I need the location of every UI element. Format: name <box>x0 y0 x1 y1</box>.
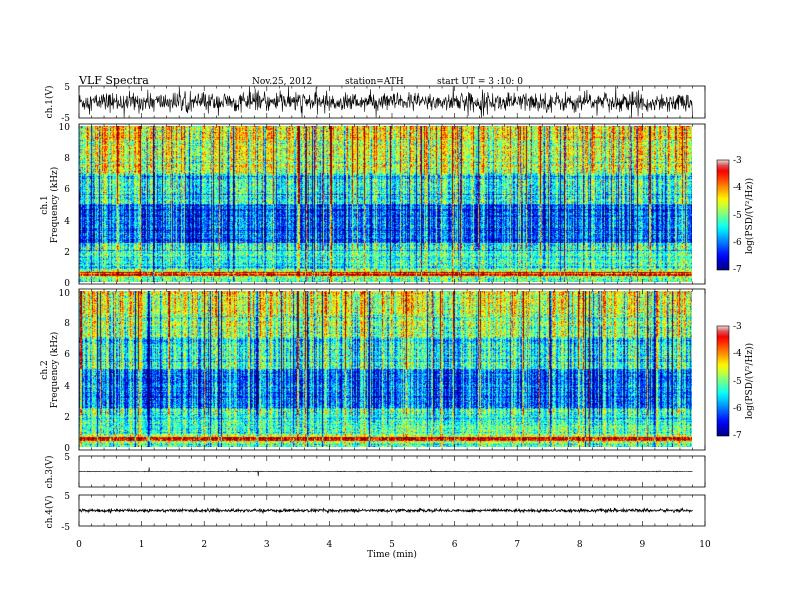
figure-title: VLF Spectra <box>78 74 149 87</box>
ch1-spec-ylabel-frequency: Frequency (kHz) <box>49 167 60 244</box>
ch1-wave-tick-top: 5 <box>64 83 70 93</box>
x-tick-label-0: 0 <box>76 540 82 550</box>
cbar1-label: log(PSD/(V²/Hz)) <box>744 178 755 254</box>
colorbar-ch2-gradient <box>716 325 730 437</box>
cbar2-tick-m3: -3 <box>733 322 742 332</box>
ch2-spec-ylabel-frequency: Frequency (kHz) <box>49 332 60 409</box>
station-label: station=ATH <box>345 77 404 87</box>
ch1-freq-tick-4: 4 <box>64 217 70 227</box>
ch2-freq-tick-10: 10 <box>59 289 71 299</box>
x-tick-label-5: 5 <box>389 540 395 550</box>
ch1-spectrogram-image <box>79 126 692 282</box>
ch4-wave-tick-bottom: -5 <box>61 523 70 533</box>
cbar1-tick-m6: -6 <box>733 238 742 248</box>
cbar1-tick-m7: -7 <box>733 265 742 275</box>
ch4-wave-ylabel: ch.4(V) <box>44 496 55 529</box>
ch1-freq-tick-10: 10 <box>59 123 71 133</box>
cbar1-tick-m3: -3 <box>733 156 742 166</box>
cbar1-tick-m5: -5 <box>733 211 742 221</box>
panel-ch4-waveform: 5 -5 ch.4(V) <box>44 492 706 533</box>
ch1-wave-ylabel: ch.1(V) <box>44 86 55 119</box>
ch1-freq-tick-0: 0 <box>64 279 70 289</box>
ch2-freq-tick-2: 2 <box>64 413 70 423</box>
ch1-freq-tick-8: 8 <box>64 154 70 164</box>
colorbar-ch2: -3 -4 -5 -6 -7 log(PSD/(V²/Hz)) <box>716 322 755 441</box>
x-tick-label-4: 4 <box>327 540 333 550</box>
ch1-freq-tick-2: 2 <box>64 248 70 258</box>
ch4-waveform-line <box>78 507 693 515</box>
ch2-freq-tick-6: 6 <box>64 350 70 360</box>
ch2-spectrogram-image <box>79 291 692 447</box>
cbar1-tick-m4: -4 <box>733 183 742 193</box>
x-axis-ticks <box>78 86 706 526</box>
ch1-freq-tick-6: 6 <box>64 185 70 195</box>
cbar2-tick-m6: -6 <box>733 404 742 414</box>
x-axis-tick-labels: 0 1 2 3 4 5 6 7 8 9 10 <box>76 540 711 550</box>
panel-ch1-waveform: 5 -5 ch.1(V) <box>44 83 706 124</box>
ch3-wave-tick-top: 5 <box>64 453 70 463</box>
x-tick-label-9: 9 <box>640 540 646 550</box>
cbar2-tick-m5: -5 <box>733 377 742 387</box>
x-tick-label-1: 1 <box>139 540 145 550</box>
ch1-waveform-line <box>78 86 693 118</box>
ch1-spec-ylabel-channel: ch.1 <box>40 195 50 214</box>
ch3-wave-ylabel: ch.3(V) <box>44 456 55 489</box>
x-tick-label-6: 6 <box>452 540 458 550</box>
x-tick-label-7: 7 <box>514 540 520 550</box>
cbar2-tick-m7: -7 <box>733 431 742 441</box>
x-tick-label-10: 10 <box>699 540 711 550</box>
date-label: Nov.25, 2012 <box>252 77 312 87</box>
colorbar-ch1: -3 -4 -5 -6 -7 log(PSD/(V²/Hz)) <box>716 156 755 275</box>
ch2-freq-tick-0: 0 <box>64 444 70 454</box>
x-tick-label-3: 3 <box>264 540 270 550</box>
ch2-freq-tick-8: 8 <box>64 319 70 329</box>
x-tick-label-2: 2 <box>201 540 207 550</box>
ch4-wave-tick-top: 5 <box>64 492 70 502</box>
x-axis-label: Time (min) <box>367 549 417 560</box>
ch2-spec-ylabel-channel: ch.2 <box>40 360 50 379</box>
x-tick-label-8: 8 <box>577 540 583 550</box>
panel-ch1-spectrogram: 0 2 4 6 8 10 ch.1 Frequency (kHz) <box>40 123 706 289</box>
ch2-freq-tick-4: 4 <box>64 382 70 392</box>
ch1-wave-tick-bottom: -5 <box>61 114 70 124</box>
ch3-waveform-line <box>78 467 693 477</box>
panel-ch2-spectrogram: 0 2 4 6 8 10 ch.2 Frequency (kHz) <box>40 288 706 454</box>
panel-ch3-waveform: 5 ch.3(V) <box>44 453 706 489</box>
cbar2-tick-m4: -4 <box>733 349 742 359</box>
colorbar-ch1-gradient <box>716 159 730 271</box>
start-time-label: start UT = 3 :10: 0 <box>437 77 523 87</box>
cbar2-label: log(PSD/(V²/Hz)) <box>744 343 755 419</box>
